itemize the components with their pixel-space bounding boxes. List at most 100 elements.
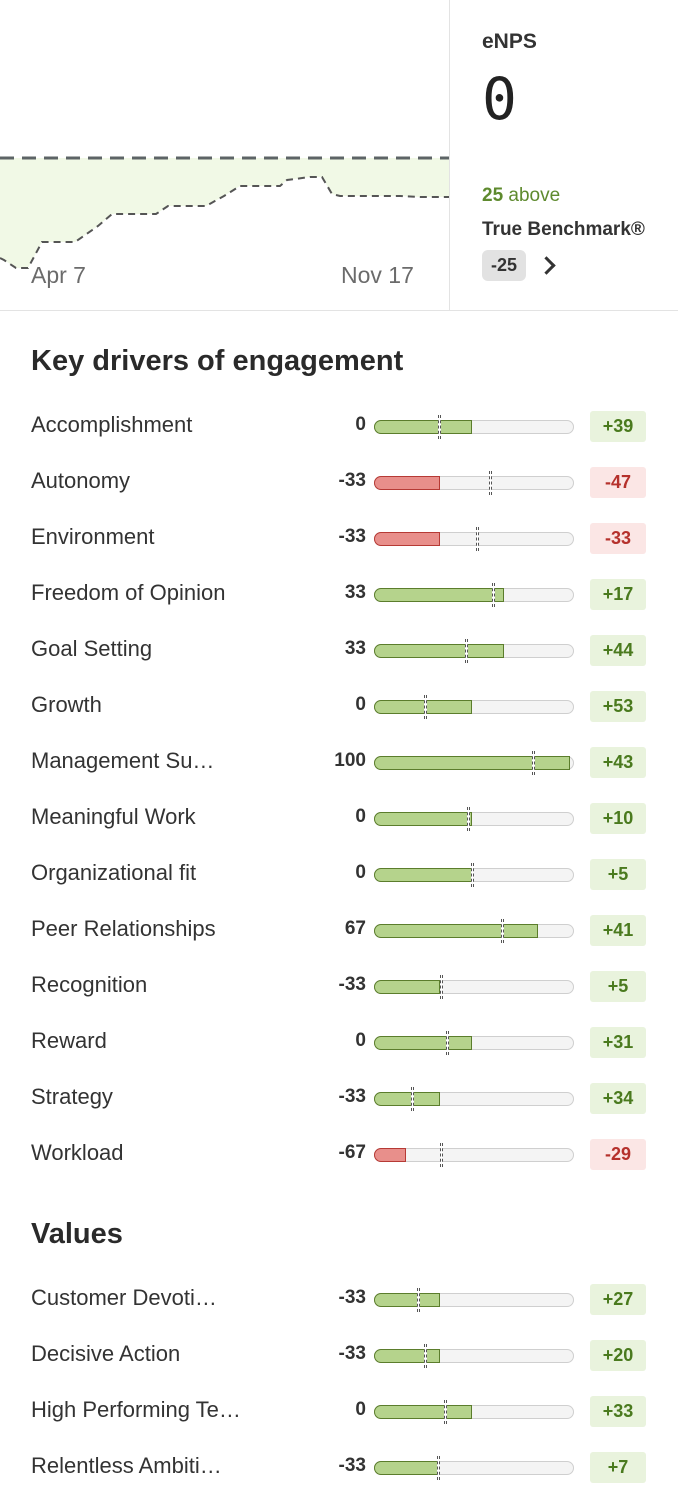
metric-name: Recognition bbox=[31, 972, 148, 997]
score-bar-track bbox=[374, 527, 574, 551]
metric-score: -67 bbox=[338, 1142, 366, 1163]
score-bar-track bbox=[374, 807, 574, 831]
benchmark-delta-badge: +33 bbox=[590, 1396, 646, 1427]
metric-name: Freedom of Opinion bbox=[31, 580, 226, 605]
metric-row[interactable]: Goal Setting 33 +44 bbox=[0, 632, 678, 672]
metric-score: 0 bbox=[355, 694, 366, 715]
trend-area bbox=[0, 158, 449, 268]
metric-row[interactable]: Freedom of Opinion 33 +17 bbox=[0, 576, 678, 616]
score-bar-track bbox=[374, 695, 574, 719]
benchmark-delta-badge: +27 bbox=[590, 1284, 646, 1315]
metric-score: -33 bbox=[338, 1086, 366, 1107]
metric-row[interactable]: Autonomy -33 -47 bbox=[0, 464, 678, 504]
enps-trend-chart[interactable]: Apr 7 Nov 17 bbox=[0, 0, 449, 311]
score-bar-track bbox=[374, 1456, 574, 1480]
above-text: above bbox=[508, 185, 561, 206]
values-title: Values bbox=[31, 1218, 123, 1250]
metric-row[interactable]: Environment -33 -33 bbox=[0, 520, 678, 560]
metric-row[interactable]: Customer Devoti… -33 +27 bbox=[0, 1281, 678, 1321]
metric-name: Autonomy bbox=[31, 468, 131, 493]
benchmark-marker bbox=[417, 1288, 421, 1312]
metric-name: Peer Relationships bbox=[31, 916, 216, 941]
trend-line bbox=[0, 176, 449, 269]
benchmark-marker bbox=[424, 695, 427, 719]
drivers-title: Key drivers of engagement bbox=[31, 345, 404, 377]
metric-score: -33 bbox=[338, 470, 366, 491]
score-bar-fill bbox=[374, 924, 538, 938]
enps-value: 0 bbox=[482, 65, 517, 133]
metric-row[interactable]: Management Su… 100 +43 bbox=[0, 744, 678, 784]
benchmark-delta-badge: +53 bbox=[590, 691, 646, 722]
metric-name: Meaningful Work bbox=[31, 804, 196, 829]
metric-row[interactable]: Organizational fit 0 +5 bbox=[0, 856, 678, 896]
summary-panel: Apr 7 Nov 17 eNPS 0 25 above True Benchm… bbox=[0, 0, 678, 311]
benchmark-delta-badge: +43 bbox=[590, 747, 646, 778]
benchmark-delta-badge: +7 bbox=[590, 1452, 646, 1483]
benchmark-delta-badge: +44 bbox=[590, 635, 646, 666]
above-count: 25 bbox=[482, 185, 504, 206]
enps-above-benchmark: 25 above bbox=[482, 185, 560, 207]
benchmark-marker bbox=[531, 751, 535, 775]
metric-name: Growth bbox=[31, 692, 102, 717]
metric-score: -33 bbox=[338, 1455, 366, 1476]
metric-name: Environment bbox=[31, 524, 155, 549]
metric-name: Workload bbox=[31, 1140, 124, 1165]
benchmark-marker bbox=[491, 583, 495, 607]
metric-row[interactable]: Accomplishment 0 +39 bbox=[0, 408, 678, 448]
benchmark-delta-badge: +20 bbox=[590, 1340, 646, 1371]
divider bbox=[449, 0, 450, 311]
benchmark-marker bbox=[471, 863, 475, 887]
metric-row[interactable]: Decisive Action -33 +20 bbox=[0, 1337, 678, 1377]
enps-summary: eNPS 0 25 above True Benchmark® -25 bbox=[482, 0, 678, 311]
benchmark-delta-badge: +41 bbox=[590, 915, 646, 946]
metric-score: 33 bbox=[344, 638, 366, 659]
score-bar-fill bbox=[374, 1293, 440, 1307]
benchmark-delta-badge: +5 bbox=[590, 971, 646, 1002]
metric-score: 0 bbox=[355, 1399, 366, 1420]
metric-row[interactable]: High Performing Te… 0 +33 bbox=[0, 1393, 678, 1433]
metric-score: 0 bbox=[355, 862, 366, 883]
metric-name: Relentless Ambiti… bbox=[31, 1453, 222, 1478]
benchmark-marker bbox=[436, 1456, 440, 1480]
score-bar-fill bbox=[374, 1036, 472, 1050]
metric-row[interactable]: Workload -67 -29 bbox=[0, 1136, 678, 1176]
score-bar-track bbox=[374, 1143, 574, 1167]
metric-row[interactable]: Growth 0 +53 bbox=[0, 688, 678, 728]
score-bar-fill bbox=[374, 532, 440, 546]
score-bar-fill bbox=[374, 980, 440, 994]
metric-row[interactable]: Strategy -33 +34 bbox=[0, 1080, 678, 1120]
metric-row[interactable]: Relentless Ambiti… -33 +7 bbox=[0, 1449, 678, 1489]
score-bar-fill bbox=[374, 420, 472, 434]
score-bar-fill bbox=[374, 1405, 472, 1419]
metric-row[interactable]: Meaningful Work 0 +10 bbox=[0, 800, 678, 840]
score-bar-track bbox=[374, 1087, 574, 1111]
score-bar-track bbox=[374, 639, 574, 663]
benchmark-marker bbox=[475, 527, 479, 551]
metric-row[interactable]: Peer Relationships 67 +41 bbox=[0, 912, 678, 952]
benchmark-delta-badge: +31 bbox=[590, 1027, 646, 1058]
benchmark-link[interactable]: -25 bbox=[482, 249, 556, 281]
score-bar-track bbox=[374, 471, 574, 495]
metric-score: -33 bbox=[338, 1287, 366, 1308]
metric-score: -33 bbox=[338, 1343, 366, 1364]
metric-name: Management Su… bbox=[31, 748, 215, 773]
benchmark-delta-badge: +17 bbox=[590, 579, 646, 610]
benchmark-marker bbox=[501, 919, 505, 943]
chevron-right-icon[interactable] bbox=[537, 255, 556, 275]
benchmark-delta-badge: -47 bbox=[590, 467, 646, 498]
score-bar-fill bbox=[374, 700, 472, 714]
metric-name: Organizational fit bbox=[31, 860, 197, 885]
metric-row[interactable]: Reward 0 +31 bbox=[0, 1024, 678, 1064]
benchmark-marker bbox=[467, 807, 471, 831]
score-bar-track bbox=[374, 751, 574, 775]
metric-score: -33 bbox=[338, 974, 366, 995]
benchmark-label: True Benchmark® bbox=[482, 219, 645, 240]
benchmark-delta-badge: +34 bbox=[590, 1083, 646, 1114]
benchmark-marker bbox=[411, 1087, 415, 1111]
metric-name: Customer Devoti… bbox=[31, 1285, 217, 1310]
score-bar-fill bbox=[374, 1461, 440, 1475]
chart-start-date: Apr 7 bbox=[31, 262, 86, 288]
metric-score: 67 bbox=[344, 918, 366, 939]
metric-row[interactable]: Recognition -33 +5 bbox=[0, 968, 678, 1008]
benchmark-marker bbox=[437, 415, 441, 439]
